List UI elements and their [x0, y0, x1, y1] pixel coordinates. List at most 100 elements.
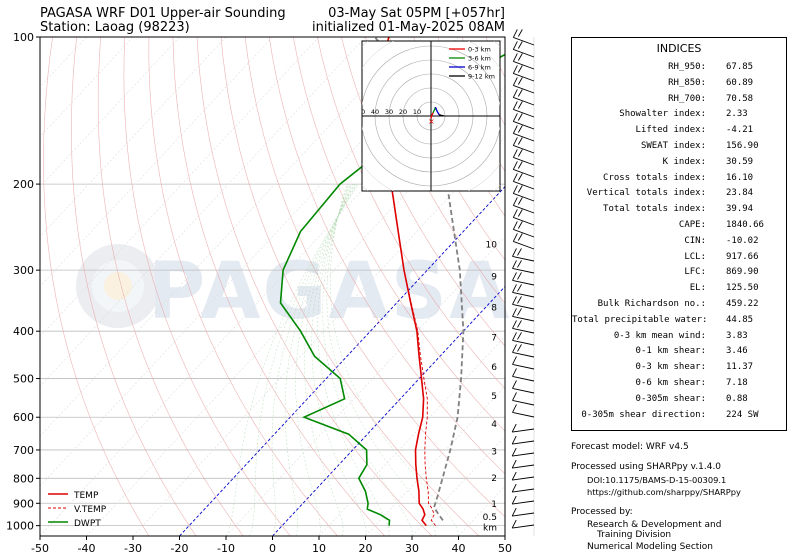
wind-barb-flag — [517, 233, 523, 241]
moist-adiabat — [329, 184, 459, 536]
wind-barb-flag — [517, 260, 522, 268]
wind-barb-flag — [517, 221, 523, 229]
index-key: Showalter index: — [619, 109, 706, 120]
legend-label: V.TEMP — [74, 505, 107, 515]
index-value: 23.84 — [726, 188, 754, 199]
index-key: RH_850: — [668, 77, 706, 88]
wind-barb-flag — [517, 65, 523, 73]
index-value: 917.66 — [726, 251, 759, 262]
isotherm — [40, 37, 180, 188]
index-value: 16.10 — [726, 172, 754, 183]
processed-by: Processed by: — [571, 507, 633, 517]
legend-label: TEMP — [73, 491, 99, 501]
isotherm — [40, 37, 320, 337]
index-key: LFC: — [684, 267, 706, 278]
wind-barb — [512, 279, 535, 286]
hodo-legend-label: 9-12 km — [468, 73, 495, 81]
x-tick-label: 50 — [498, 542, 512, 555]
wind-barb-flag — [517, 197, 523, 205]
wind-barb-flag — [512, 296, 517, 305]
wind-barb-flag — [512, 161, 518, 170]
index-key: CIN: — [684, 235, 706, 246]
isotherm — [318, 335, 505, 536]
moist-adiabat — [326, 184, 436, 536]
wind-barb-flag — [517, 296, 522, 304]
index-value: 459.22 — [726, 299, 759, 309]
index-key: Cross totals index: — [603, 172, 706, 183]
hodograph: 50 40 30 20 10 × 0-3 km3-6 km6-9 km9-12 km — [357, 40, 501, 192]
dry-adiabat — [341, 37, 505, 347]
indices-heading: INDICES — [656, 42, 702, 55]
wind-barb-flag — [512, 221, 518, 230]
index-key: Bulk Richardson no.: — [597, 299, 706, 309]
wind-barb-flag — [512, 368, 517, 377]
height-label: 4 — [491, 420, 497, 430]
wind-barb — [513, 157, 535, 166]
index-value: 3.83 — [726, 330, 748, 341]
wind-barb — [512, 440, 535, 445]
wind-barb — [512, 327, 535, 334]
wind-barb-flag — [512, 65, 518, 74]
index-value: 7.18 — [726, 378, 748, 388]
moist-adiabat — [225, 183, 359, 536]
wind-barb-flag — [512, 29, 518, 38]
wind-barbs — [511, 29, 535, 536]
wind-barb-flag — [512, 185, 518, 194]
height-label: 1 — [491, 500, 497, 510]
wind-barb-flag — [511, 519, 517, 529]
wind-barb — [513, 61, 535, 70]
index-value: 125.50 — [726, 283, 759, 294]
wind-barb-flag — [517, 89, 523, 97]
dry-adiabat — [244, 37, 505, 518]
height-label: 3 — [491, 447, 497, 457]
wind-barb — [513, 97, 535, 106]
wind-barb — [513, 121, 535, 130]
wind-barb — [512, 387, 535, 394]
wind-barb — [512, 399, 535, 406]
wind-barb — [512, 375, 535, 382]
height-label: 7 — [491, 334, 497, 344]
wind-barb — [513, 241, 535, 250]
index-value: 0.88 — [726, 393, 748, 404]
moist-adiabat — [249, 183, 358, 536]
index-key: SWEAT index: — [640, 141, 706, 151]
wind-barb-flag — [512, 209, 518, 218]
index-key: Total precipitable water: — [572, 314, 708, 325]
wind-barb — [512, 464, 535, 469]
processed-using: Processed using SHARPpy v.1.4.0 — [571, 462, 722, 472]
dry-adiabat — [317, 37, 505, 390]
x-tick-label: 40 — [452, 542, 466, 555]
hodo-legend-label: 0-3 km — [468, 46, 491, 54]
wind-barb-flag — [512, 101, 518, 110]
dry-adiabat — [220, 37, 480, 536]
wind-barb-flag — [512, 248, 517, 257]
wind-barb — [512, 411, 535, 418]
wind-barb-flag — [512, 284, 517, 293]
isotherm — [179, 186, 505, 536]
hodo-ring-label: 50 — [357, 108, 365, 116]
dry-adiabat — [389, 37, 505, 261]
wind-barb-flag — [517, 248, 522, 256]
wind-barb — [512, 512, 535, 517]
doi: DOI:10.1175/BAMS-D-15-00309.1 — [587, 475, 727, 485]
wind-barb-flag — [517, 209, 523, 217]
moist-adiabat — [317, 184, 390, 536]
y-tick-label: 300 — [13, 264, 34, 277]
wind-barb — [513, 145, 535, 154]
isotherm — [40, 37, 413, 437]
y-tick-label: 500 — [13, 373, 34, 386]
y-tick-label: 800 — [13, 472, 34, 485]
wind-barb-flag — [517, 173, 523, 181]
wind-barb-flag — [512, 344, 517, 353]
chart-title: PAGASA WRF D01 Upper-air Sounding — [40, 6, 286, 21]
dry-adiabat — [43, 37, 150, 536]
index-value: 60.89 — [726, 77, 754, 88]
x-tick-label: -10 — [217, 542, 235, 555]
height-label: 8 — [491, 303, 497, 313]
wind-barb — [512, 500, 535, 505]
dry-adiabat — [293, 37, 505, 432]
dry-adiabat — [71, 37, 197, 536]
wind-barb — [513, 37, 535, 46]
index-key: RH_700: — [668, 93, 706, 104]
